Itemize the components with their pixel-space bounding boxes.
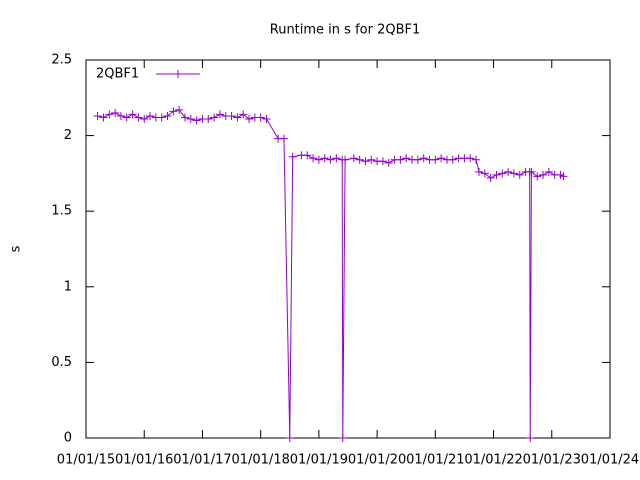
legend-label: 2QBF1 — [96, 67, 139, 82]
point-marker — [361, 157, 370, 166]
point-marker — [367, 155, 376, 164]
y-tick-label: 1.5 — [51, 204, 72, 219]
point-marker — [338, 434, 347, 442]
point-marker — [180, 113, 189, 122]
x-tick-label: 01/01/15 — [57, 453, 115, 468]
point-marker — [402, 154, 411, 163]
point-marker — [105, 110, 114, 119]
point-marker — [169, 107, 178, 116]
point-marker — [233, 113, 242, 122]
point-marker — [378, 157, 387, 166]
point-marker — [140, 114, 149, 123]
point-marker — [157, 113, 166, 122]
point-marker — [533, 172, 542, 181]
point-marker — [413, 155, 422, 164]
point-marker — [384, 158, 393, 167]
point-marker — [486, 173, 495, 182]
point-marker — [431, 155, 440, 164]
point-marker — [355, 155, 364, 164]
point-marker — [163, 111, 172, 120]
point-marker — [466, 154, 475, 163]
y-tick-label: 2.5 — [51, 53, 72, 68]
point-marker — [437, 154, 446, 163]
point-marker — [320, 154, 329, 163]
x-tick-label: 01/01/18 — [231, 453, 289, 468]
point-marker — [146, 111, 155, 120]
point-marker — [111, 108, 120, 117]
point-marker — [93, 111, 102, 120]
point-marker — [192, 116, 201, 125]
point-marker — [99, 113, 108, 122]
x-tick-label: 01/01/16 — [115, 453, 173, 468]
point-marker — [472, 155, 481, 164]
point-marker — [326, 155, 335, 164]
y-tick-label: 2 — [64, 128, 72, 143]
y-tick-label: 0.5 — [51, 355, 72, 370]
point-marker — [116, 111, 125, 120]
x-tick-label: 01/01/17 — [173, 453, 231, 468]
y-tick-label: 1 — [64, 279, 72, 294]
point-marker — [309, 154, 318, 163]
point-marker — [314, 155, 323, 164]
point-marker — [475, 167, 483, 176]
point-marker — [285, 434, 294, 442]
point-marker — [186, 114, 195, 123]
x-tick-label: 01/01/21 — [406, 453, 464, 468]
point-marker — [332, 154, 341, 163]
point-marker — [262, 114, 271, 123]
point-marker — [509, 169, 518, 178]
point-marker — [256, 113, 265, 122]
plot-border — [85, 59, 611, 439]
x-tick-label: 01/01/22 — [464, 453, 522, 468]
point-marker — [527, 167, 536, 176]
chart-title: Runtime in s for 2QBF1 — [270, 23, 421, 38]
point-marker — [175, 105, 184, 114]
point-marker — [492, 170, 501, 179]
y-axis-label: s — [9, 245, 24, 252]
point-marker — [288, 152, 297, 161]
point-marker — [419, 154, 428, 163]
point-marker — [448, 155, 457, 164]
point-marker — [341, 155, 350, 164]
point-marker — [349, 154, 358, 163]
point-marker — [539, 170, 548, 179]
x-tick-label: 01/01/20 — [348, 453, 406, 468]
point-marker — [480, 169, 489, 178]
x-tick-label: 01/01/19 — [290, 453, 348, 468]
point-marker — [559, 172, 568, 181]
point-marker — [279, 134, 288, 143]
point-marker — [239, 110, 248, 119]
legend-marker — [174, 70, 182, 78]
point-marker — [215, 110, 224, 119]
point-marker — [204, 114, 213, 123]
x-tick-label: 01/01/24 — [581, 453, 639, 468]
point-marker — [544, 167, 553, 176]
point-marker — [245, 114, 254, 123]
point-marker — [122, 113, 131, 122]
point-marker — [504, 167, 513, 176]
point-marker — [396, 155, 405, 164]
point-marker — [515, 170, 524, 179]
y-tick-label: 0 — [64, 431, 72, 446]
point-marker — [498, 169, 507, 178]
point-marker — [134, 113, 143, 122]
point-marker — [526, 434, 535, 442]
point-marker — [128, 110, 137, 119]
point-marker — [227, 111, 236, 120]
x-tick-label: 01/01/23 — [523, 453, 581, 468]
point-marker — [210, 113, 219, 122]
point-marker — [303, 151, 312, 160]
